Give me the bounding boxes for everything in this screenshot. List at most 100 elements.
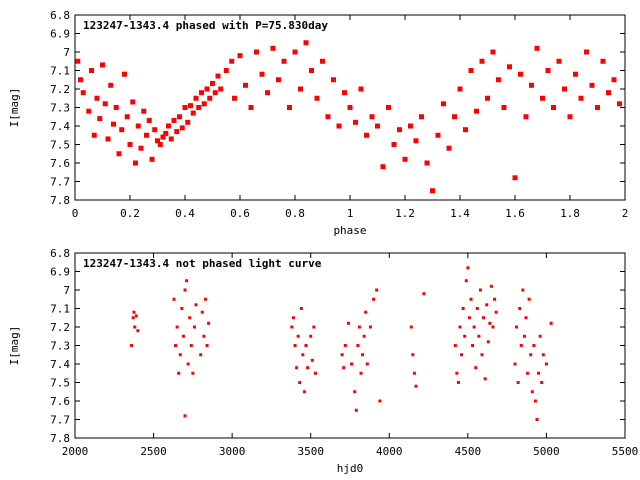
data-point: [183, 414, 187, 418]
data-point: [124, 114, 130, 120]
data-point: [200, 310, 204, 314]
data-point: [174, 129, 180, 135]
data-point: [336, 123, 342, 129]
data-point: [130, 344, 134, 347]
data-point: [471, 344, 475, 347]
data-point: [516, 381, 520, 384]
data-point: [191, 371, 195, 375]
data-point: [192, 325, 196, 329]
data-point: [541, 353, 545, 357]
data-point: [455, 371, 459, 375]
data-point: [486, 340, 490, 344]
data-point: [535, 418, 539, 421]
data-point: [430, 188, 435, 194]
data-point: [545, 68, 551, 73]
data-point: [475, 307, 479, 310]
data-point: [309, 68, 314, 73]
data-point: [325, 114, 331, 120]
data-point: [186, 362, 190, 366]
data-point: [526, 371, 530, 375]
x-axis-label: phase: [333, 224, 366, 237]
x-tick-label: 4500: [455, 445, 482, 458]
data-point: [353, 390, 357, 394]
data-point: [485, 95, 490, 101]
y-tick-label: 6.8: [50, 9, 70, 22]
chart-title: 123247-1343.4 not phased light curve: [83, 257, 322, 270]
y-tick-label: 7.5: [50, 139, 70, 152]
y-tick-label: 7: [63, 284, 70, 297]
data-point: [287, 105, 292, 110]
data-point: [207, 95, 213, 101]
data-point: [549, 321, 553, 325]
data-point: [480, 353, 484, 357]
data-point: [489, 284, 493, 288]
data-point: [369, 114, 375, 120]
data-point: [276, 77, 281, 83]
data-point: [172, 297, 176, 301]
data-point: [157, 142, 163, 147]
data-point: [346, 321, 350, 325]
data-point: [529, 353, 533, 357]
data-point: [532, 344, 536, 347]
data-point: [357, 325, 361, 329]
data-point: [136, 329, 140, 333]
data-point: [299, 307, 303, 310]
data-point: [190, 110, 196, 116]
data-point: [86, 108, 92, 114]
x-tick-label: 2500: [140, 445, 167, 458]
data-point: [584, 49, 589, 55]
data-point: [466, 266, 470, 270]
data-point: [127, 142, 133, 147]
data-point: [463, 127, 468, 133]
data-point: [493, 297, 497, 301]
data-point: [534, 45, 540, 51]
data-point: [179, 125, 185, 131]
data-point: [149, 156, 155, 162]
data-point: [193, 95, 199, 101]
y-tick-label: 6.8: [50, 247, 70, 260]
y-tick-label: 7.4: [50, 358, 70, 371]
data-point: [75, 58, 81, 64]
data-point: [292, 49, 298, 55]
x-tick-label: 4000: [376, 445, 403, 458]
data-point: [229, 58, 235, 64]
data-point: [237, 53, 243, 59]
data-point: [174, 344, 178, 347]
y-tick-label: 7.6: [50, 157, 70, 170]
data-point: [141, 108, 147, 114]
data-point: [306, 366, 310, 370]
data-point: [116, 151, 122, 157]
data-point: [537, 371, 541, 375]
x-tick-label: 5500: [612, 445, 639, 458]
data-point: [105, 136, 111, 142]
data-point: [386, 105, 391, 110]
data-point: [185, 119, 191, 125]
data-point: [419, 114, 424, 120]
data-point: [524, 316, 528, 320]
data-point: [178, 353, 182, 357]
data-point: [89, 68, 94, 73]
data-point: [205, 344, 209, 347]
data-point: [97, 116, 103, 122]
data-point: [168, 136, 174, 142]
data-point: [457, 86, 463, 92]
data-point: [452, 114, 457, 120]
data-point: [320, 58, 325, 64]
y-tick-label: 7.7: [50, 414, 70, 427]
data-point: [310, 358, 314, 362]
data-point: [380, 164, 386, 170]
y-tick-label: 7.8: [50, 194, 70, 207]
y-tick-label: 7.3: [50, 102, 70, 115]
data-point: [100, 62, 105, 68]
x-tick-label: 0.6: [230, 207, 250, 220]
data-point: [362, 334, 366, 338]
data-point: [182, 105, 188, 110]
y-tick-label: 7.3: [50, 340, 70, 353]
data-point: [146, 117, 152, 123]
x-tick-label: 0: [72, 207, 79, 220]
data-point: [188, 316, 192, 320]
data-point: [483, 377, 487, 381]
data-point: [515, 325, 519, 329]
data-point: [463, 334, 467, 338]
